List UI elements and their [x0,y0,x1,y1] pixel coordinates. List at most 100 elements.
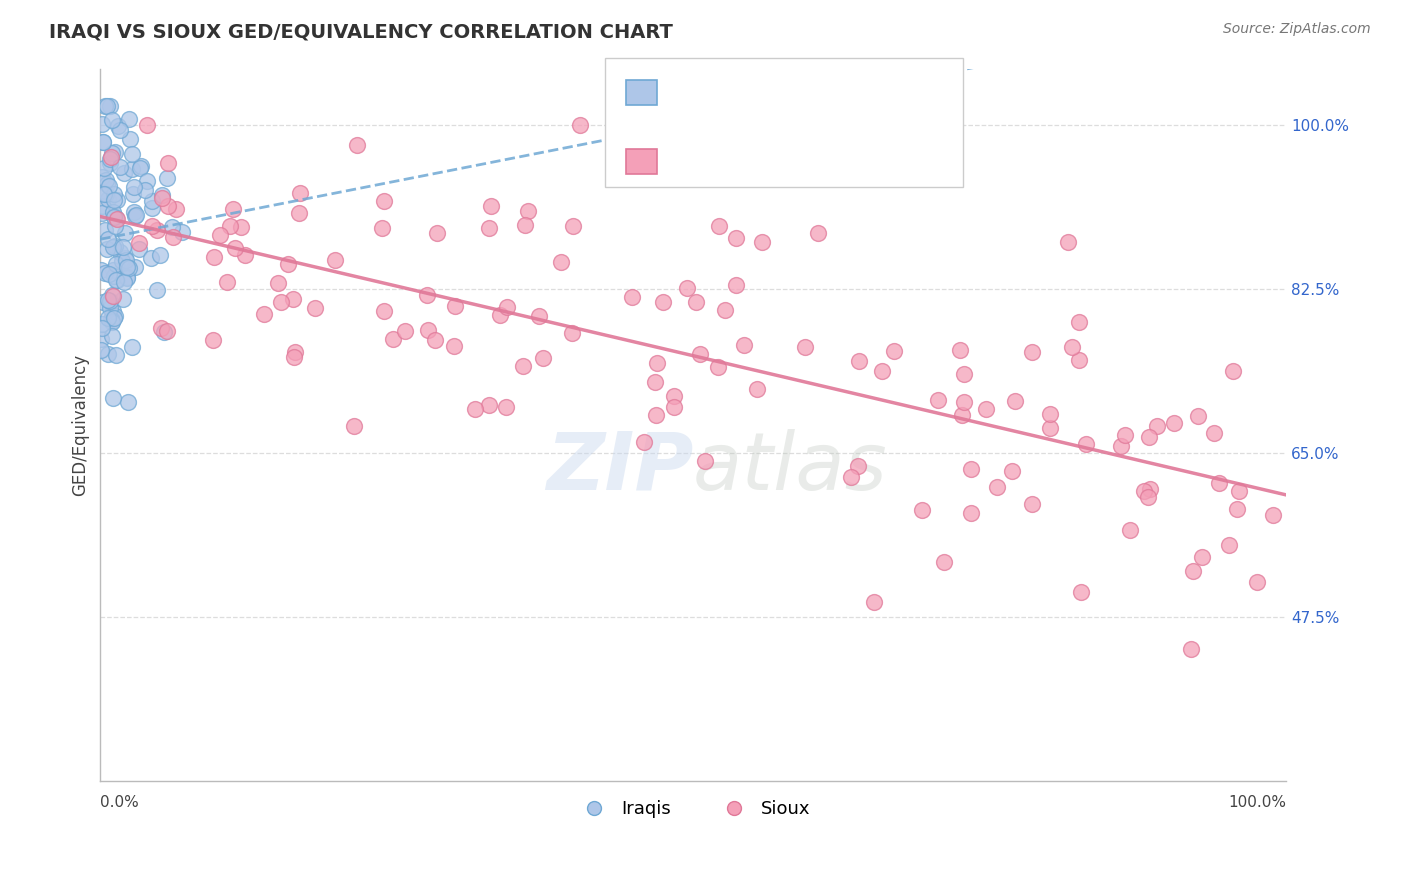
Point [96,99,118,113]
Point [98,153,121,167]
Point [1060,340,1083,354]
Point [103,219,125,234]
Point [93,135,115,149]
Text: Source: ZipAtlas.com: Source: ZipAtlas.com [1223,22,1371,37]
Point [267,276,290,290]
Point [662,389,685,403]
Point [645,356,668,370]
Point [693,453,716,467]
Point [93,161,115,175]
Point [124,209,146,223]
Point [118,131,141,145]
Point [209,228,232,243]
Point [103,269,125,284]
Point [101,288,124,302]
Point [103,210,125,224]
Point [124,260,146,274]
Point [960,507,983,521]
Point [1001,464,1024,478]
Point [114,227,136,241]
Point [745,382,768,396]
Point [105,273,128,287]
Point [97,267,120,281]
Point [221,202,243,216]
Point [495,400,517,414]
Point [863,595,886,609]
Text: -0.629: -0.629 [710,147,769,165]
Point [561,326,583,340]
Point [90,321,112,335]
Point [97,311,120,326]
Point [231,219,253,234]
Point [633,434,655,449]
Point [219,219,242,234]
Point [97,293,120,307]
Point [91,169,114,184]
Point [373,194,395,208]
Point [394,324,416,338]
Point [1139,482,1161,496]
Point [1180,642,1202,657]
Point [98,156,121,170]
Point [517,203,540,218]
Point [1114,428,1136,442]
Point [90,117,112,131]
Point [1119,523,1142,537]
Point [477,398,499,412]
Point [98,293,121,308]
Point [949,343,972,357]
Point [464,402,486,417]
Point [156,324,179,338]
Point [93,186,115,201]
Point [927,393,949,408]
Point [146,283,169,297]
Point [952,368,974,382]
Point [839,470,862,484]
Point [170,225,193,239]
Point [103,262,125,277]
Point [112,166,135,180]
Point [883,344,905,359]
Point [568,118,591,132]
Point [1021,344,1043,359]
Point [304,301,326,315]
Point [1146,419,1168,434]
Point [141,194,163,208]
Point [125,208,148,222]
Point [150,191,173,205]
Point [495,300,517,314]
Point [872,364,894,378]
Point [104,239,127,253]
Point [94,186,117,201]
Point [90,343,112,357]
Point [141,201,163,215]
Point [150,188,173,202]
Text: N =: N = [773,147,821,165]
Text: 100.0%: 100.0% [1227,795,1286,810]
Point [513,219,536,233]
Point [1067,315,1090,329]
Point [1191,550,1213,565]
Point [662,401,685,415]
Point [1137,430,1160,444]
Point [1109,439,1132,453]
Point [105,193,128,207]
Point [124,179,146,194]
Point [1202,425,1225,440]
Point [156,171,179,186]
Point [101,315,124,329]
Point [100,314,122,328]
Text: 105: 105 [841,80,876,98]
Text: 0.0%: 0.0% [100,795,139,810]
Point [1163,416,1185,430]
Point [117,269,139,284]
Point [93,294,115,309]
Point [953,395,976,409]
Point [128,235,150,250]
Point [253,307,276,321]
Point [145,223,167,237]
Point [911,502,934,516]
Point [114,253,136,268]
Point [141,219,163,234]
Point [416,288,439,302]
